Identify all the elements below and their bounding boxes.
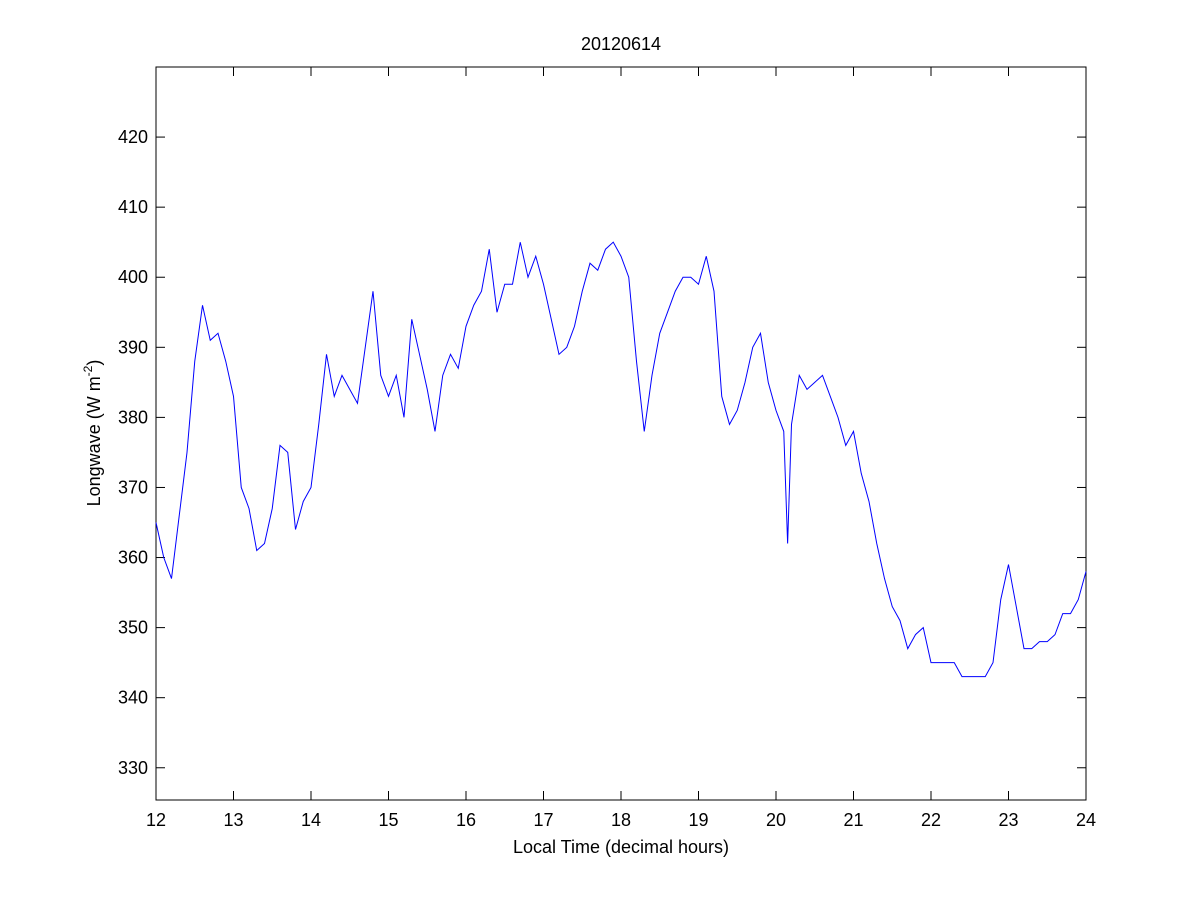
y-label-text: )	[84, 360, 104, 366]
x-tick-label: 24	[1076, 810, 1096, 830]
x-tick-label: 13	[223, 810, 243, 830]
y-tick-label: 420	[118, 127, 148, 147]
x-tick-label: 18	[611, 810, 631, 830]
x-axis-label: Local Time (decimal hours)	[513, 837, 729, 857]
x-tick-label: 12	[146, 810, 166, 830]
data-line	[155, 241, 1087, 678]
y-tick-label: 380	[118, 407, 148, 427]
y-tick-label: 400	[118, 267, 148, 287]
y-tick-label: 390	[118, 337, 148, 357]
x-tick-label: 15	[378, 810, 398, 830]
y-label-text: Longwave (W m	[84, 376, 104, 506]
y-label-superscript: -2	[81, 365, 95, 376]
x-tick-label: 16	[456, 810, 476, 830]
x-tick-label: 22	[921, 810, 941, 830]
y-tick-label: 410	[118, 197, 148, 217]
x-tick-label: 21	[843, 810, 863, 830]
chart-title: 20120614	[581, 34, 661, 54]
y-axis-label: Longwave (W m-2)	[81, 360, 104, 507]
x-tick-label: 17	[533, 810, 553, 830]
y-tick-label: 340	[118, 688, 148, 708]
x-tick-label: 20	[766, 810, 786, 830]
y-tick-label: 350	[118, 618, 148, 638]
x-tick-label: 19	[688, 810, 708, 830]
x-tick-label: 14	[301, 810, 321, 830]
y-tick-label: 360	[118, 548, 148, 568]
y-tick-label: 370	[118, 477, 148, 497]
y-tick-label: 330	[118, 758, 148, 778]
x-tick-label: 23	[998, 810, 1018, 830]
